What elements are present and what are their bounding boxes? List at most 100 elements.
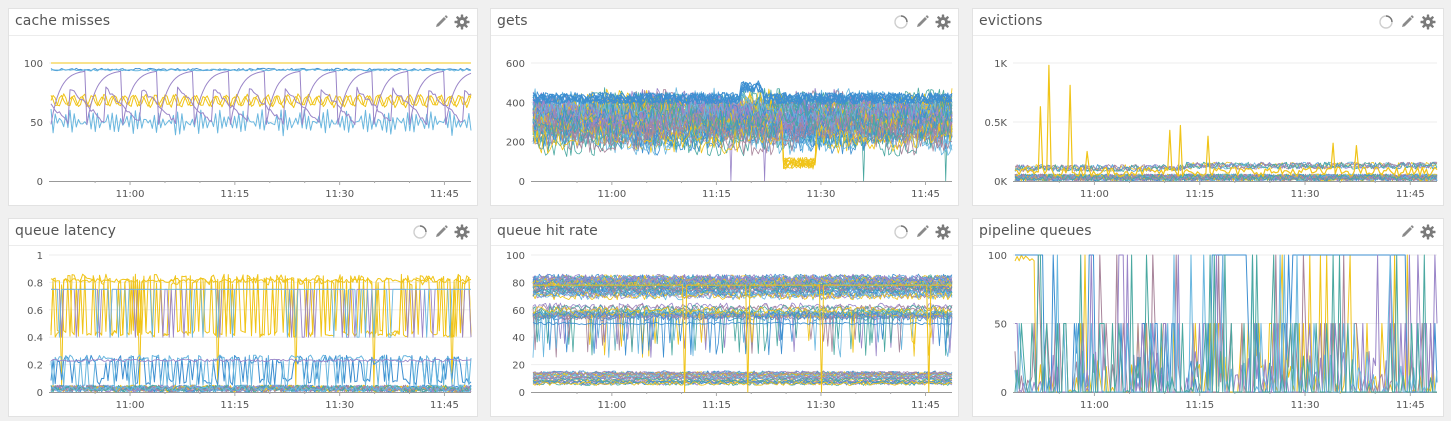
y-axis-label: 50 [994, 320, 1007, 331]
y-axis-label: 100 [988, 251, 1007, 262]
widget-actions [1378, 14, 1436, 30]
timeseries-chart[interactable]: 0 20 40 60 80 100 11:00 11:15 11:30 11:45 [491, 246, 960, 417]
x-axis-label: 11:15 [220, 400, 249, 411]
widget-header: gets [491, 9, 958, 36]
y-axis-label: 0.2 [27, 361, 43, 372]
series-lines [1014, 254, 1438, 393]
timeseries-chart[interactable]: 0K 0.5K 1K 11:00 11:15 11:30 11:45 [973, 36, 1445, 206]
widget-actions [893, 224, 951, 240]
x-axis-label: 11:15 [1185, 189, 1214, 200]
y-axis-label: 0.4 [27, 333, 43, 344]
x-axis-label: 11:00 [116, 400, 145, 411]
x-axis-label: 11:45 [430, 189, 459, 200]
widget-cache-misses: cache misses 0 50 100 11:00 11:15 11:30 11:45 [8, 8, 478, 206]
x-axis-label: 11:45 [1396, 189, 1425, 200]
x-axis-label: 11:30 [325, 189, 354, 200]
x-axis-label: 11:45 [430, 400, 459, 411]
gear-icon[interactable] [454, 14, 470, 30]
x-axis-label: 11:00 [116, 189, 145, 200]
y-axis-label: 0.8 [27, 278, 43, 289]
x-axis-label: 11:30 [1291, 400, 1320, 411]
widget-actions [412, 224, 470, 240]
widget-header: cache misses [9, 9, 477, 36]
y-axis-label: 20 [512, 361, 525, 372]
pencil-icon[interactable] [914, 224, 930, 240]
series-lines [50, 273, 472, 393]
widget-header: queue hit rate [491, 219, 958, 246]
x-axis-label: 11:15 [702, 189, 731, 200]
widget-header: queue latency [9, 219, 477, 246]
y-axis-label: 100 [24, 59, 43, 70]
widget-actions [893, 14, 951, 30]
pencil-icon[interactable] [1399, 224, 1415, 240]
widget-gets: gets 0 200 400 600 11:00 11:15 11:30 11:45 [490, 8, 959, 206]
widget-header: evictions [973, 9, 1443, 36]
widget-title: cache misses [15, 13, 111, 29]
widget-title: evictions [979, 13, 1043, 29]
pencil-icon[interactable] [433, 14, 449, 30]
y-axis-label: 0.5K [985, 118, 1008, 129]
x-axis-label: 11:30 [1291, 189, 1320, 200]
pencil-icon[interactable] [433, 224, 449, 240]
widget-header: pipeline queues [973, 219, 1443, 246]
timeseries-chart[interactable]: 0 50 100 11:00 11:15 11:30 11:45 [973, 246, 1445, 417]
widget-title: gets [497, 13, 528, 29]
x-axis-label: 11:00 [1080, 400, 1109, 411]
gear-icon[interactable] [1420, 14, 1436, 30]
gear-icon[interactable] [935, 14, 951, 30]
gear-icon[interactable] [454, 224, 470, 240]
y-axis-label: 60 [512, 306, 525, 317]
widget-title: pipeline queues [979, 223, 1092, 239]
y-axis-label: 100 [506, 251, 525, 262]
widget-actions [433, 14, 470, 30]
widget-actions [1399, 224, 1436, 240]
series-lines [1014, 64, 1438, 182]
x-axis-label: 11:30 [325, 400, 354, 411]
y-axis-label: 0K [994, 177, 1007, 188]
x-axis-label: 11:15 [1185, 400, 1214, 411]
series-lines [532, 273, 953, 393]
widget-evictions: evictions 0K 0.5K 1K 11:00 11:15 11:30 11:45 [972, 8, 1444, 206]
series-lines [50, 62, 472, 137]
y-axis-label: 0 [37, 388, 43, 399]
pencil-icon[interactable] [1399, 14, 1415, 30]
loading-spinner-icon [412, 224, 428, 240]
widget-title: queue hit rate [497, 223, 598, 239]
timeseries-chart[interactable]: 0 50 100 11:00 11:15 11:30 11:45 [9, 36, 479, 206]
y-axis-label: 0 [519, 388, 525, 399]
x-axis-label: 11:15 [702, 400, 731, 411]
y-axis-label: 50 [30, 118, 43, 129]
widget-title: queue latency [15, 223, 117, 239]
x-axis-label: 11:15 [220, 189, 249, 200]
y-axis-label: 600 [506, 59, 525, 70]
pencil-icon[interactable] [914, 14, 930, 30]
timeseries-chart[interactable]: 0 0.2 0.4 0.6 0.8 1 11:00 11:15 11:30 11:45 [9, 246, 479, 417]
gear-icon[interactable] [1420, 224, 1436, 240]
x-axis-label: 11:00 [597, 400, 626, 411]
y-axis-label: 0.6 [27, 306, 43, 317]
series-lines [532, 80, 953, 182]
x-axis-label: 11:00 [1080, 189, 1109, 200]
y-axis-label: 200 [506, 138, 525, 149]
timeseries-chart[interactable]: 0 200 400 600 11:00 11:15 11:30 11:45 [491, 36, 960, 206]
loading-spinner-icon [893, 224, 909, 240]
y-axis-label: 0 [1001, 388, 1007, 399]
y-axis-label: 40 [512, 333, 525, 344]
loading-spinner-icon [893, 14, 909, 30]
y-axis-label: 80 [512, 278, 525, 289]
y-axis-label: 0 [37, 177, 43, 188]
y-axis-label: 1K [994, 59, 1007, 70]
x-axis-label: 11:30 [807, 189, 836, 200]
widget-queue-hit-rate: queue hit rate 0 20 40 60 80 100 11:00 11:15 11:3… [490, 218, 959, 417]
y-axis-label: 1 [37, 251, 43, 262]
y-axis-label: 0 [519, 177, 525, 188]
x-axis-label: 11:00 [597, 189, 626, 200]
gear-icon[interactable] [935, 224, 951, 240]
x-axis-label: 11:45 [1396, 400, 1425, 411]
widget-pipeline-queues: pipeline queues 0 50 100 11:00 11:15 11:30 11:4… [972, 218, 1444, 417]
loading-spinner-icon [1378, 14, 1394, 30]
x-axis-label: 11:30 [807, 400, 836, 411]
x-axis-label: 11:45 [911, 400, 940, 411]
y-axis-label: 400 [506, 98, 525, 109]
widget-queue-latency: queue latency 0 0.2 0.4 0.6 0.8 1 11:00 11:15 11:… [8, 218, 478, 417]
